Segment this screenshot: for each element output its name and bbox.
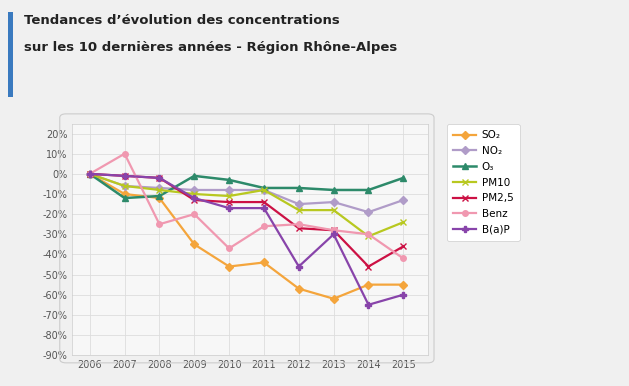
PM10 bbox=[121, 184, 128, 188]
O₃ bbox=[121, 196, 128, 200]
SO₂ bbox=[260, 260, 268, 265]
Benz bbox=[155, 222, 163, 227]
NO₂ bbox=[225, 188, 233, 192]
O₃ bbox=[365, 188, 372, 192]
B(a)P bbox=[295, 264, 303, 269]
Line: NO₂: NO₂ bbox=[87, 171, 406, 215]
SO₂ bbox=[399, 282, 407, 287]
O₃ bbox=[260, 186, 268, 190]
Text: Tendances d’évolution des concentrations: Tendances d’évolution des concentrations bbox=[24, 14, 340, 27]
PM2,5 bbox=[155, 176, 163, 180]
PM2,5 bbox=[86, 171, 94, 176]
Benz bbox=[330, 228, 337, 233]
Benz bbox=[86, 171, 94, 176]
PM2,5 bbox=[121, 174, 128, 178]
O₃ bbox=[295, 186, 303, 190]
Text: sur les 10 dernières années - Région Rhône-Alpes: sur les 10 dernières années - Région Rhô… bbox=[24, 41, 397, 54]
B(a)P bbox=[191, 196, 198, 200]
Benz bbox=[295, 222, 303, 227]
SO₂ bbox=[155, 196, 163, 200]
PM10 bbox=[191, 192, 198, 196]
PM2,5 bbox=[191, 198, 198, 202]
Line: O₃: O₃ bbox=[86, 170, 407, 201]
SO₂ bbox=[295, 286, 303, 291]
PM2,5 bbox=[260, 200, 268, 204]
Benz bbox=[191, 212, 198, 217]
B(a)P bbox=[225, 206, 233, 210]
Benz bbox=[121, 151, 128, 156]
Line: B(a)P: B(a)P bbox=[86, 170, 407, 308]
PM2,5 bbox=[225, 200, 233, 204]
B(a)P bbox=[260, 206, 268, 210]
NO₂ bbox=[121, 184, 128, 188]
NO₂ bbox=[155, 186, 163, 190]
NO₂ bbox=[399, 198, 407, 202]
SO₂ bbox=[365, 282, 372, 287]
PM10 bbox=[365, 234, 372, 239]
NO₂ bbox=[260, 188, 268, 192]
B(a)P bbox=[365, 303, 372, 307]
Line: Benz: Benz bbox=[87, 151, 406, 261]
PM10 bbox=[295, 208, 303, 212]
B(a)P bbox=[399, 292, 407, 297]
O₃ bbox=[399, 176, 407, 180]
O₃ bbox=[86, 171, 94, 176]
NO₂ bbox=[330, 200, 337, 204]
PM10 bbox=[330, 208, 337, 212]
Line: PM2,5: PM2,5 bbox=[86, 170, 407, 270]
O₃ bbox=[155, 194, 163, 198]
PM10 bbox=[399, 220, 407, 225]
NO₂ bbox=[86, 171, 94, 176]
Benz bbox=[260, 224, 268, 229]
PM2,5 bbox=[330, 228, 337, 233]
O₃ bbox=[330, 188, 337, 192]
PM2,5 bbox=[365, 264, 372, 269]
Line: PM10: PM10 bbox=[86, 170, 407, 240]
PM10 bbox=[260, 188, 268, 192]
NO₂ bbox=[295, 202, 303, 207]
PM10 bbox=[225, 194, 233, 198]
B(a)P bbox=[155, 176, 163, 180]
Legend: SO₂, NO₂, O₃, PM10, PM2,5, Benz, B(a)P: SO₂, NO₂, O₃, PM10, PM2,5, Benz, B(a)P bbox=[447, 124, 520, 241]
PM2,5 bbox=[399, 244, 407, 249]
PM10 bbox=[86, 171, 94, 176]
NO₂ bbox=[191, 188, 198, 192]
Benz bbox=[399, 256, 407, 261]
SO₂ bbox=[121, 192, 128, 196]
Benz bbox=[225, 246, 233, 251]
B(a)P bbox=[330, 232, 337, 237]
PM2,5 bbox=[295, 226, 303, 230]
B(a)P bbox=[121, 174, 128, 178]
PM10 bbox=[155, 188, 163, 192]
SO₂ bbox=[225, 264, 233, 269]
Line: SO₂: SO₂ bbox=[87, 171, 406, 301]
O₃ bbox=[225, 178, 233, 182]
B(a)P bbox=[86, 171, 94, 176]
SO₂ bbox=[191, 242, 198, 247]
NO₂ bbox=[365, 210, 372, 215]
O₃ bbox=[191, 174, 198, 178]
SO₂ bbox=[86, 171, 94, 176]
SO₂ bbox=[330, 296, 337, 301]
Benz bbox=[365, 232, 372, 237]
